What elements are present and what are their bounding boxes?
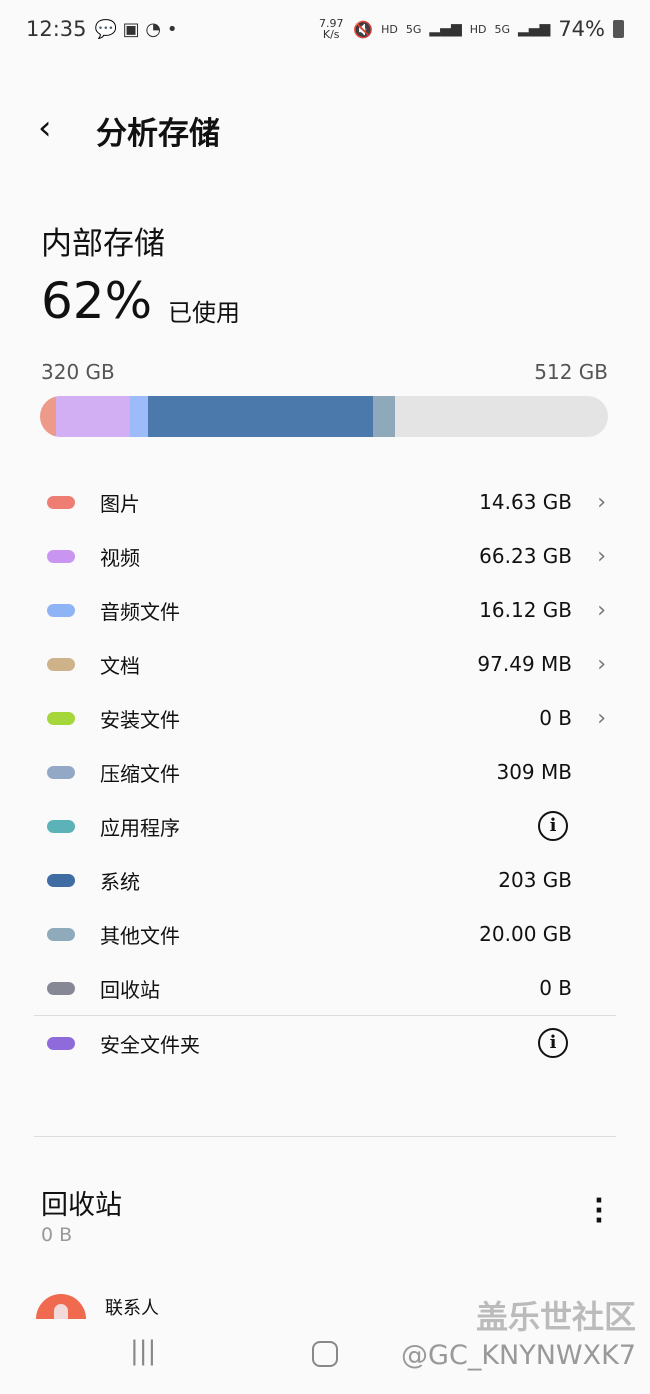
bar-segment-2	[129, 396, 148, 437]
color-dot	[47, 765, 75, 779]
total-size: 512 GB	[534, 360, 608, 384]
category-size: 97.49 MB	[477, 652, 572, 676]
chevron-right-icon[interactable]: ›	[597, 543, 606, 569]
color-dot	[47, 603, 75, 617]
category-row[interactable]: 文档 97.49 MB ›	[0, 637, 650, 691]
bar-segment-1	[56, 396, 130, 437]
usage-percent: 62%	[41, 272, 153, 330]
category-name: 图片	[100, 491, 140, 516]
clock: 12:35	[26, 17, 87, 41]
color-dot	[47, 1036, 75, 1050]
category-name: 应用程序	[100, 815, 180, 840]
bar-segment-3	[147, 396, 373, 437]
recycle-bin-title: 回收站	[41, 1190, 122, 1221]
color-dot	[47, 711, 75, 725]
color-dot	[47, 927, 75, 941]
category-row: 系统 203 GB	[0, 853, 650, 907]
info-icon[interactable]: i	[538, 811, 568, 841]
battery-icon	[613, 20, 624, 38]
storage-bar	[40, 396, 608, 437]
category-size: 309 MB	[496, 760, 572, 784]
hd-badge-2: HD	[469, 22, 487, 36]
recycle-item-contacts[interactable]: 联系人	[105, 1298, 159, 1319]
divider	[34, 1136, 616, 1137]
status-bar: 12:35 💬 ▣ ◔ • 7.97 K/s 🔇 HD 5G ▂▄▆ HD 5G…	[26, 14, 624, 44]
page-title: 分析存储	[96, 116, 220, 152]
category-name: 音频文件	[100, 599, 180, 624]
category-row: 压缩文件 309 MB	[0, 745, 650, 799]
notification-icons: 💬 ▣ ◔ •	[94, 18, 178, 40]
category-name: 安装文件	[100, 707, 180, 732]
category-name: 视频	[100, 545, 140, 570]
category-row[interactable]: 音频文件 16.12 GB ›	[0, 583, 650, 637]
watermark-logo: 盖乐世社区	[475, 1298, 636, 1336]
used-size: 320 GB	[41, 360, 115, 384]
contacts-icon	[36, 1294, 86, 1319]
category-size: 16.12 GB	[479, 598, 572, 622]
used-label: 已使用	[168, 299, 240, 327]
category-row: 应用程序 i	[0, 799, 650, 853]
category-row: 回收站 0 B	[0, 961, 650, 1015]
mute-icon: 🔇	[353, 19, 374, 39]
chevron-right-icon[interactable]: ›	[597, 651, 606, 677]
net-speed: 7.97 K/s	[318, 17, 344, 41]
signal-icon: ▂▄▆	[429, 21, 462, 37]
chevron-right-icon[interactable]: ›	[597, 705, 606, 731]
color-dot	[47, 495, 75, 509]
color-dot	[47, 549, 75, 563]
category-row: 其他文件 20.00 GB	[0, 907, 650, 961]
info-icon[interactable]: i	[538, 1028, 568, 1058]
category-size: 0 B	[539, 976, 572, 1000]
category-size: 14.63 GB	[479, 490, 572, 514]
category-name: 其他文件	[100, 923, 180, 948]
category-name: 系统	[100, 869, 140, 894]
category-name: 回收站	[100, 977, 160, 1002]
category-size: 20.00 GB	[479, 922, 572, 946]
section-title: 内部存储	[41, 226, 165, 262]
category-name: 安全文件夹	[100, 1032, 200, 1057]
home-button[interactable]	[312, 1341, 338, 1367]
chevron-right-icon[interactable]: ›	[597, 597, 606, 623]
category-size: 66.23 GB	[479, 544, 572, 568]
signal-icon-2: ▂▄▆	[518, 21, 551, 37]
recycle-bin-size: 0 B	[41, 1224, 73, 1246]
color-dot	[47, 873, 75, 887]
back-button[interactable]: ‹	[38, 108, 52, 148]
category-name: 文档	[100, 653, 140, 678]
category-name: 压缩文件	[100, 761, 180, 786]
battery-percent: 74%	[558, 17, 605, 41]
category-size: 203 GB	[498, 868, 572, 892]
category-row[interactable]: 图片 14.63 GB ›	[0, 475, 650, 529]
category-list: 图片 14.63 GB › 视频 66.23 GB › 音频文件 16.12 GB ›…	[0, 475, 650, 1070]
watermark-user: @GC_KNYNWXK7	[401, 1340, 636, 1371]
bar-segment-0	[40, 396, 57, 437]
bar-segment-4	[372, 396, 395, 437]
category-row[interactable]: 安装文件 0 B ›	[0, 691, 650, 745]
category-row: 安全文件夹 i	[0, 1016, 650, 1070]
more-options-icon[interactable]: · · ·	[594, 1186, 604, 1236]
color-dot	[47, 819, 75, 833]
category-size: 0 B	[539, 706, 572, 730]
recent-apps-button[interactable]: |||	[130, 1336, 157, 1366]
color-dot	[47, 657, 75, 671]
network-type-2: 5G	[494, 22, 510, 36]
hd-badge: HD	[381, 22, 398, 36]
divider	[34, 1015, 616, 1016]
category-row[interactable]: 视频 66.23 GB ›	[0, 529, 650, 583]
color-dot	[47, 981, 75, 995]
network-type: 5G	[405, 22, 422, 36]
chevron-right-icon[interactable]: ›	[597, 489, 606, 515]
